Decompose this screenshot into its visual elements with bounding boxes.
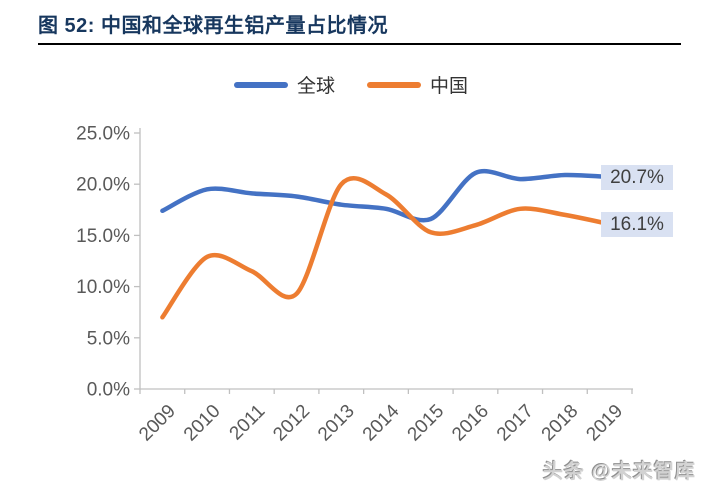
figure-title: 图 52: 中国和全球再生铝产量占比情况	[38, 15, 389, 37]
x-tick-label: 2016	[448, 401, 493, 446]
global-line-swatch	[233, 81, 288, 88]
x-tick-label: 2019	[582, 401, 627, 446]
data-label-global: 20.7%	[601, 164, 673, 190]
x-tick-label: 2014	[359, 400, 404, 445]
x-tick-label: 2015	[404, 401, 449, 446]
x-tick-label: 2017	[493, 401, 538, 446]
x-tick-label: 2010	[180, 401, 225, 446]
series-line-china	[160, 176, 612, 320]
y-tick-label: 20.0%	[76, 175, 130, 196]
legend-item-china: 中国	[367, 71, 468, 98]
data-label-china: 16.1%	[601, 211, 673, 237]
title-underline	[38, 43, 681, 45]
x-tick-label: 2013	[314, 401, 359, 446]
x-tick-label: 2011	[226, 401, 270, 445]
y-tick-label: 0.0%	[87, 380, 130, 401]
x-tick-label: 2012	[269, 401, 314, 446]
y-tick-label: 25.0%	[76, 124, 130, 145]
china-line-swatch	[367, 81, 421, 88]
legend-item-global: 全球	[233, 71, 335, 98]
x-tick-label: 2009	[135, 401, 180, 446]
y-tick-label: 5.0%	[87, 328, 130, 349]
legend-label-china: 中国	[430, 76, 469, 97]
chart-legend: 全球 中国	[0, 71, 702, 98]
x-tick-label: 2018	[538, 401, 583, 446]
y-tick-label: 15.0%	[76, 226, 130, 247]
legend-label-global: 全球	[296, 76, 335, 97]
watermark: 头条 @未来智库	[542, 461, 696, 483]
series-line-global	[160, 169, 612, 223]
y-tick-label: 10.0%	[76, 277, 130, 298]
